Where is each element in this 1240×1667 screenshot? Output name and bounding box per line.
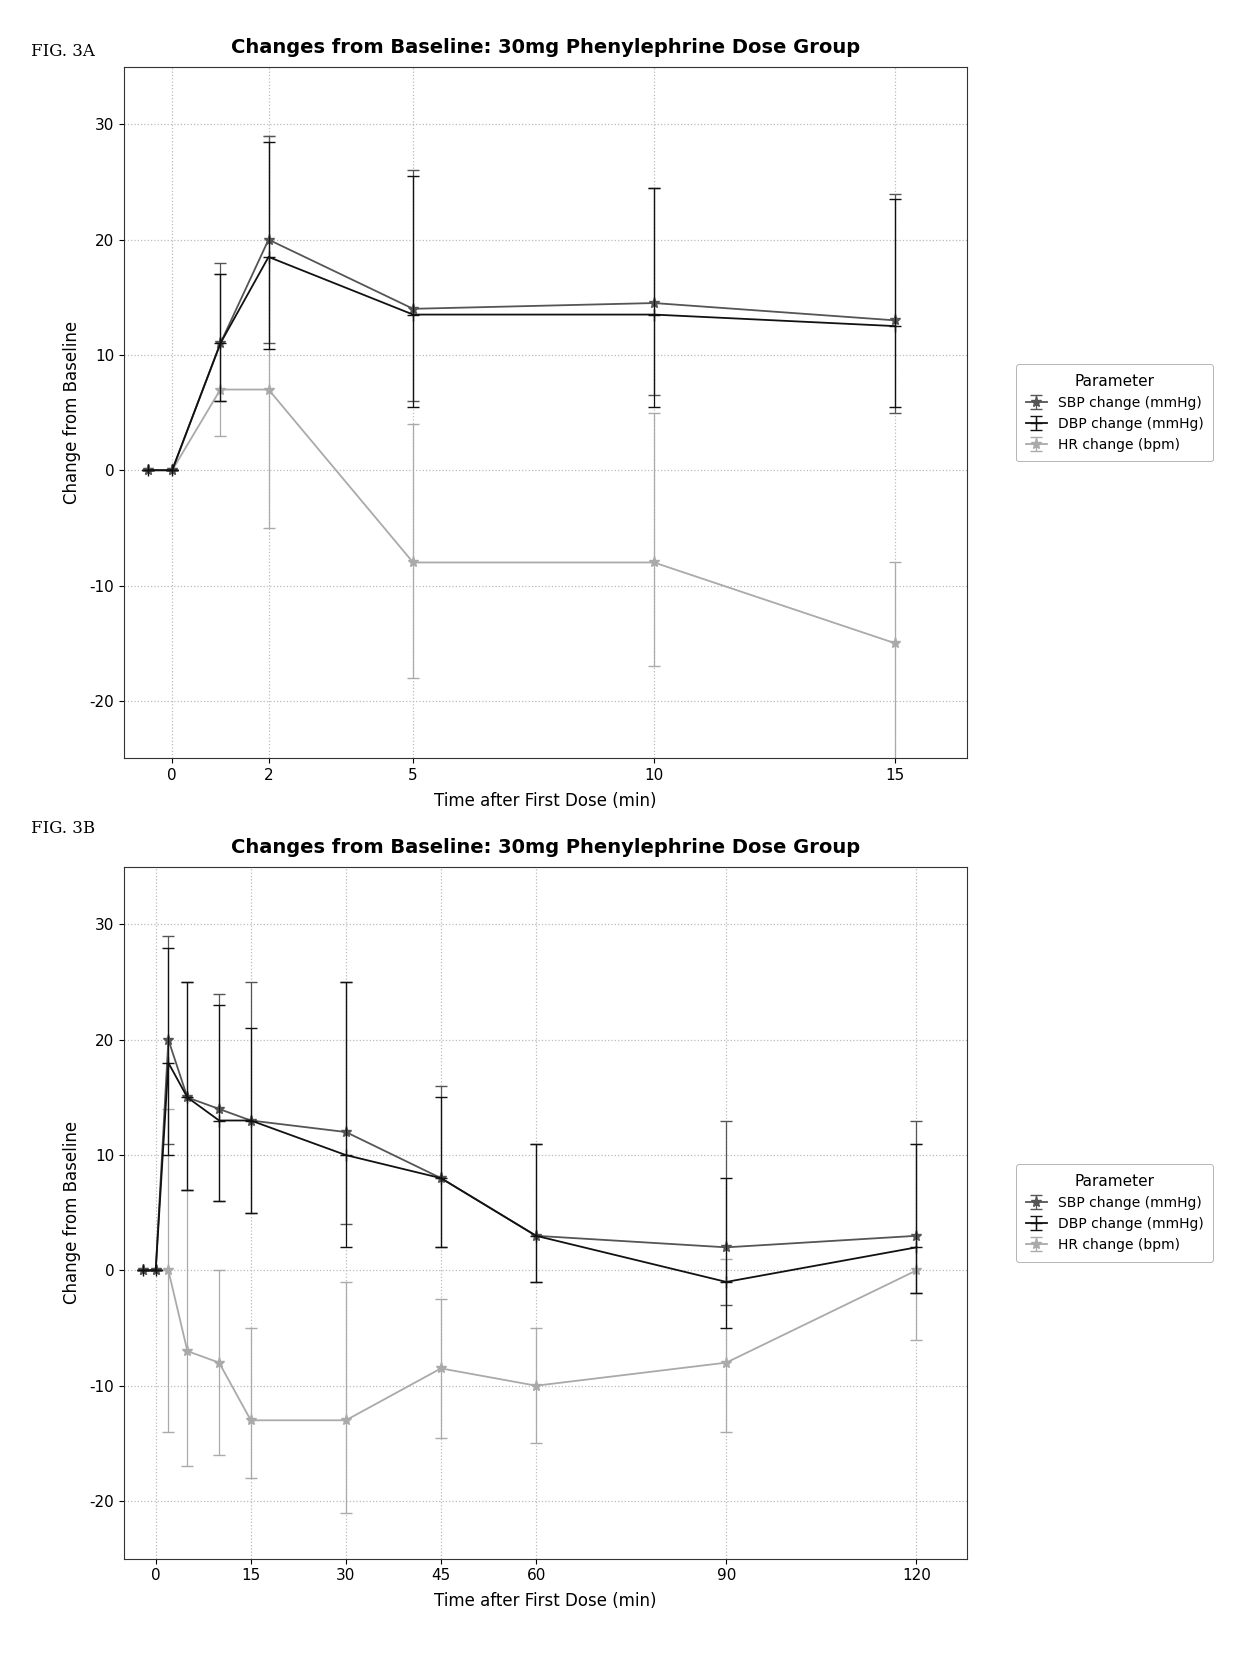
Title: Changes from Baseline: 30mg Phenylephrine Dose Group: Changes from Baseline: 30mg Phenylephrin…	[231, 839, 861, 857]
Legend: SBP change (mmHg), DBP change (mmHg), HR change (bpm): SBP change (mmHg), DBP change (mmHg), HR…	[1016, 363, 1213, 462]
Text: FIG. 3B: FIG. 3B	[31, 820, 95, 837]
Y-axis label: Change from Baseline: Change from Baseline	[63, 322, 81, 503]
X-axis label: Time after First Dose (min): Time after First Dose (min)	[434, 792, 657, 810]
X-axis label: Time after First Dose (min): Time after First Dose (min)	[434, 1592, 657, 1610]
Title: Changes from Baseline: 30mg Phenylephrine Dose Group: Changes from Baseline: 30mg Phenylephrin…	[231, 38, 861, 57]
Text: FIG. 3A: FIG. 3A	[31, 43, 95, 60]
Y-axis label: Change from Baseline: Change from Baseline	[63, 1122, 81, 1304]
Legend: SBP change (mmHg), DBP change (mmHg), HR change (bpm): SBP change (mmHg), DBP change (mmHg), HR…	[1016, 1164, 1213, 1262]
